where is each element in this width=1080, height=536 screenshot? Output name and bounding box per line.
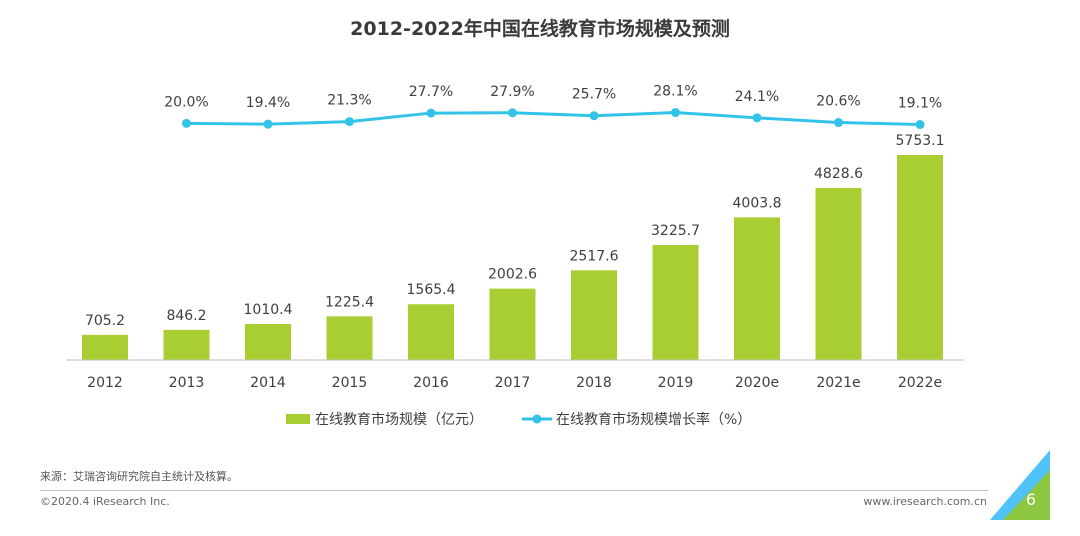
bar-value-labels: 705.2 846.2 1010.4 1225.4 1565.4 2002.6 2517.6… xyxy=(85,133,945,329)
website-url: www.iresearch.com.cn xyxy=(863,495,987,508)
growth-point-2016 xyxy=(426,108,436,118)
growth-value-label: 19.1% xyxy=(898,96,942,112)
bar-value-label: 4828.6 xyxy=(814,166,863,182)
growth-point-2015 xyxy=(345,117,354,127)
bar-2017 xyxy=(489,288,536,360)
bar-value-label: 1225.4 xyxy=(325,294,374,310)
x-tick-label: 2018 xyxy=(576,375,612,391)
growth-value-label: 25.7% xyxy=(572,87,616,103)
legend-line-label: 在线教育市场规模增长率（%） xyxy=(556,411,751,428)
bar-value-label: 1010.4 xyxy=(244,302,293,318)
bar-2019 xyxy=(652,245,699,360)
growth-value-label: 24.1% xyxy=(735,89,779,105)
growth-point-2021e xyxy=(834,118,843,128)
bar-2014 xyxy=(245,323,291,360)
growth-value-label: 27.9% xyxy=(490,84,534,100)
bar-value-label: 846.2 xyxy=(166,308,206,324)
x-tick-label: 2019 xyxy=(658,375,694,391)
growth-value-label: 27.7% xyxy=(409,84,453,100)
bar-value-label: 2517.6 xyxy=(570,248,619,264)
bar-value-label: 3225.7 xyxy=(651,223,700,239)
growth-point-2022e xyxy=(915,120,925,130)
legend: 在线教育市场规模（亿元） 在线教育市场规模增长率（%） xyxy=(286,411,751,428)
growth-value-label: 20.0% xyxy=(164,94,208,110)
page-number: 6 xyxy=(1025,490,1037,509)
x-tick-label: 2021e xyxy=(816,375,860,391)
growth-value-label: 19.4% xyxy=(246,95,290,111)
bar-2015 xyxy=(326,316,373,360)
bar-value-label: 5753.1 xyxy=(896,133,945,149)
copyright: ©2020.4 iResearch Inc. xyxy=(40,495,170,508)
growth-line-series: 20.0% 19.4% 21.3% 27.7% 27.9% 25.7% 28.1% 24.1%… xyxy=(164,84,942,130)
growth-point-2017 xyxy=(508,108,517,118)
legend-bar-swatch xyxy=(286,414,310,424)
source-note: 来源：艾瑞咨询研究院自主统计及核算。 xyxy=(40,470,238,483)
bar-series xyxy=(82,155,943,360)
x-tick-labels: 2012 2013 2014 2015 2016 2017 2018 2019 2020e 202… xyxy=(87,375,942,391)
bar-2020e xyxy=(734,217,780,360)
x-tick-label: 2012 xyxy=(87,375,123,391)
growth-line xyxy=(186,111,921,127)
corner-decoration xyxy=(990,450,1050,520)
bar-2012 xyxy=(82,334,128,360)
corner-triangle-green xyxy=(1003,470,1050,520)
x-tick-label: 2014 xyxy=(250,375,286,391)
growth-value-label: 28.1% xyxy=(653,84,697,100)
growth-value-label: 21.3% xyxy=(327,93,371,109)
bar-2013 xyxy=(163,329,210,360)
bar-value-label: 2002.6 xyxy=(488,267,537,283)
chart-title: 2012-2022年中国在线教育市场规模及预测 xyxy=(350,18,730,40)
bar-2016 xyxy=(408,304,454,360)
bar-2022e xyxy=(897,155,943,360)
x-tick-label: 2020e xyxy=(735,375,779,391)
bar-2021e xyxy=(815,187,862,360)
growth-point-2020e xyxy=(752,113,762,123)
x-tick-label: 2022e xyxy=(898,375,942,391)
bar-value-label: 1565.4 xyxy=(407,282,456,298)
growth-point-2013 xyxy=(182,118,191,128)
growth-point-2018 xyxy=(589,111,599,121)
x-tick-label: 2016 xyxy=(413,375,449,391)
bar-2018 xyxy=(571,270,617,360)
x-tick-label: 2015 xyxy=(332,375,368,391)
growth-point-2014 xyxy=(263,119,273,129)
growth-point-2019 xyxy=(671,108,680,118)
x-tick-label: 2013 xyxy=(169,375,205,391)
legend-bar-label: 在线教育市场规模（亿元） xyxy=(315,411,483,428)
bar-value-label: 4003.8 xyxy=(733,195,782,211)
footer-divider xyxy=(40,490,988,491)
x-tick-label: 2017 xyxy=(495,375,531,391)
bar-value-label: 705.2 xyxy=(85,313,125,329)
growth-value-label: 20.6% xyxy=(816,94,860,110)
legend-line-marker xyxy=(532,414,542,424)
